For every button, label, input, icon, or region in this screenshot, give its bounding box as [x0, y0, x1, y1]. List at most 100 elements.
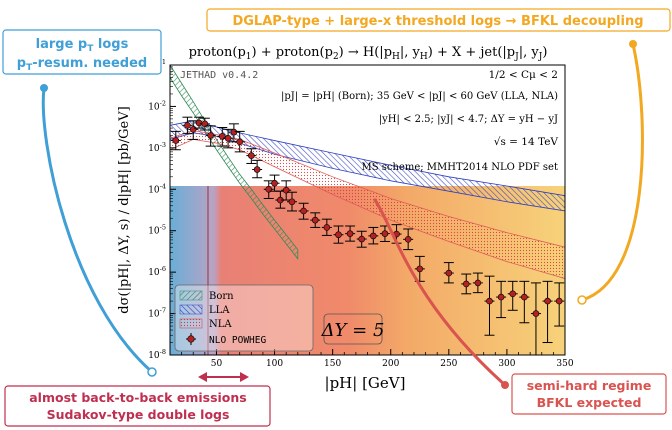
x-tick-label: 100 [266, 359, 283, 369]
data-point [370, 232, 377, 240]
x-tick-label: 300 [498, 359, 515, 369]
callout-top-left-a: large p [36, 37, 88, 52]
legend-born: Born [209, 291, 234, 302]
data-point [201, 120, 209, 128]
powheg-point [321, 218, 332, 236]
callout-top-left-d: p [17, 56, 26, 71]
powheg-point [199, 117, 210, 131]
data-point [189, 126, 197, 133]
data-point [486, 297, 493, 305]
data-point [271, 179, 278, 187]
powheg-point [194, 116, 205, 129]
legend-lla-swatch [179, 304, 203, 315]
powheg-point [368, 226, 379, 245]
y-tick-label: 10-6 [148, 265, 166, 278]
data-point [416, 265, 424, 273]
connector-left [41, 86, 154, 374]
callout-top-left-c: logs [93, 37, 128, 52]
y-axis-label: dσ(|pH|, ΔY, s) / d|pH| [pb/GeV] [117, 106, 132, 313]
data-point [195, 119, 203, 127]
legend-powheg: NLO POWHEG [209, 335, 266, 346]
data-point [544, 297, 551, 305]
powheg-point [472, 272, 483, 294]
y-tick-label: 10-7 [148, 307, 166, 320]
data-point [335, 231, 342, 239]
data-point [509, 290, 517, 298]
annotation-energy: √s = 14 TeV [494, 136, 559, 148]
connector-semihard [373, 198, 507, 387]
powheg-point [530, 282, 541, 355]
connector-left-end [147, 367, 157, 377]
callout-top-left-line2: pT-resum. needed [17, 56, 147, 73]
powheg-point [507, 280, 518, 311]
powheg-point [310, 212, 321, 228]
y-tick-label: 10-3 [148, 141, 166, 154]
powheg-point [234, 130, 245, 153]
regime-shading [170, 186, 565, 355]
powheg-point [403, 228, 414, 251]
x-tick-label: 200 [382, 359, 399, 369]
data-point [346, 230, 354, 237]
powheg-point [252, 159, 263, 179]
data-point [172, 137, 180, 144]
y-tick-label: 10-5 [148, 224, 166, 237]
powheg-point [281, 180, 292, 201]
connector-right-dot [629, 40, 637, 48]
x-axis: 50 100 150 200 250 300 350 [181, 349, 574, 369]
connector-left-dot [40, 84, 48, 92]
range-arrow-right-head [240, 372, 249, 382]
legend-lla: LLA [209, 305, 230, 316]
legend-nla: NLA [209, 319, 232, 330]
powheg-point [170, 130, 181, 151]
annotation-pdf: MS scheme; MMHT2014 NLO PDF set [361, 162, 558, 173]
x-tick-label: 150 [324, 359, 341, 369]
callout-top-left-box [2, 29, 162, 75]
data-point [282, 186, 290, 194]
powheg-point [484, 275, 495, 336]
callout-bottom-left-line1: almost back-to-back emissions [29, 390, 246, 405]
x-axis-label: |pH| [GeV] [325, 374, 406, 392]
range-arrow-left-head [198, 372, 207, 382]
data-point [358, 235, 365, 243]
powheg-point [554, 282, 565, 327]
connector-right [580, 42, 644, 302]
uncertainty-bands [170, 65, 565, 279]
data-point [224, 135, 232, 142]
data-point [248, 152, 255, 159]
powheg-point [443, 262, 454, 284]
legend-nla-swatch [179, 318, 203, 329]
callout-top-right-box [206, 8, 671, 32]
callout-top-left-line1: large pT logs [36, 37, 129, 54]
y-tick-label: 10-2 [148, 99, 166, 112]
connector-semihard-dot [501, 381, 509, 389]
powheg-point [205, 125, 216, 147]
powheg-point [519, 280, 530, 324]
connector-right-end [577, 295, 587, 305]
powheg-points [170, 116, 565, 355]
callout-top-left-f: -resum. needed [32, 56, 147, 71]
data-point [462, 280, 470, 288]
callout-bottom-right-line2: BFKL expected [537, 395, 642, 410]
legend-born-swatch [179, 290, 203, 301]
x-tick-label: 350 [556, 359, 573, 369]
powheg-point [217, 127, 228, 147]
callout-bottom-right-line1: semi-hard regime [527, 378, 652, 393]
data-point [253, 166, 261, 173]
data-point [230, 128, 238, 136]
powheg-point [298, 202, 309, 220]
callout-bottom-left-line2: Sudakov-type double logs [47, 407, 230, 422]
data-point [381, 230, 389, 237]
powheg-point [542, 280, 553, 344]
powheg-point [345, 225, 356, 242]
delta-y-label: ΔY = 5 [321, 320, 385, 341]
data-point [521, 293, 528, 301]
y-tick-label: 10-4 [148, 182, 166, 195]
x-tick-label: 50 [211, 359, 223, 369]
annotation-scale: 1/2 < Cμ < 2 [489, 69, 558, 81]
legend-powheg-marker [186, 333, 196, 345]
chart-title: proton(p1) + proton(p2) → H(|pH|, yH) + … [189, 45, 548, 62]
powheg-point [223, 128, 234, 149]
data-point [300, 207, 307, 215]
powheg-point [379, 225, 390, 242]
delta-y-box [323, 313, 383, 345]
